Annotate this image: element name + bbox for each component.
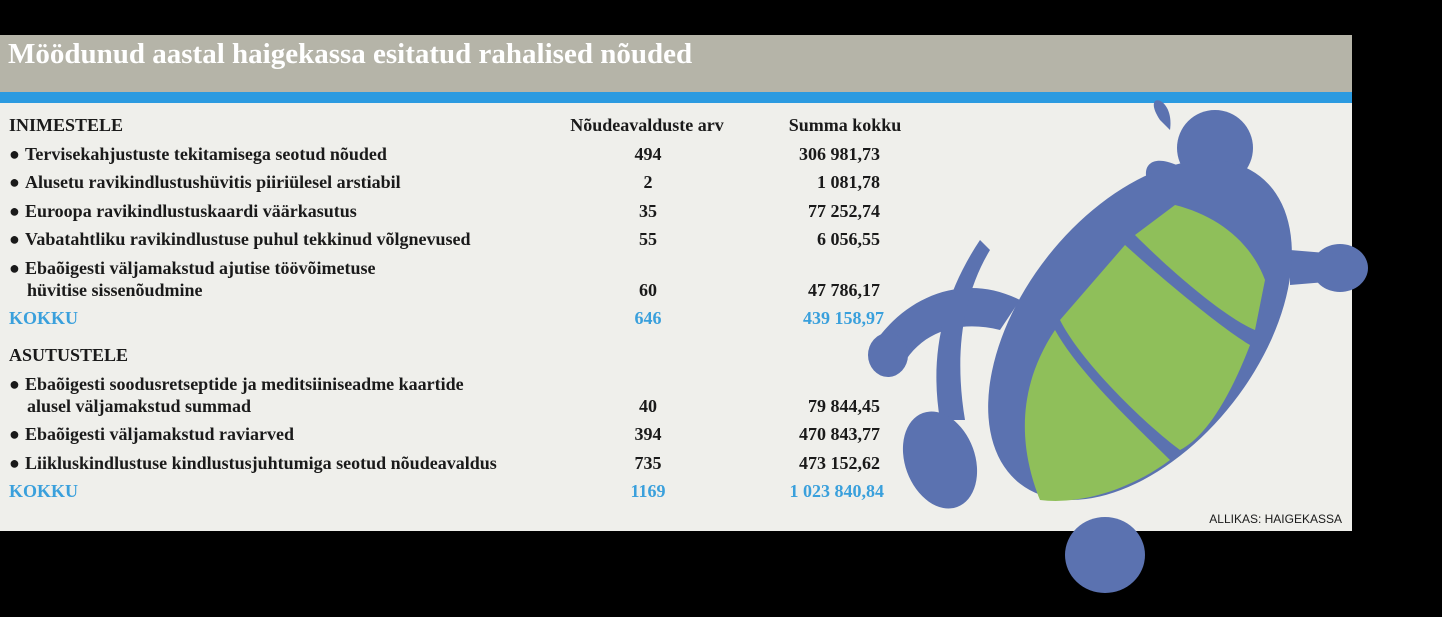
- bullet: ●: [9, 229, 20, 249]
- bullet: ●: [9, 424, 20, 444]
- row-label: Vabatahtliku ravikindlustuse puhul tekki…: [25, 229, 471, 249]
- section-heading: INIMESTELE: [9, 115, 124, 135]
- row-label: Ebaõigesti väljamakstud ajutise töövõime…: [25, 257, 376, 278]
- column-header: Nõudeavalduste arv: [570, 115, 724, 135]
- title: Möödunud aastal haigekassa esitatud raha…: [8, 38, 693, 70]
- total-sum: 1 023 840,84: [789, 481, 885, 501]
- row-label: alusel väljamakstud summad: [27, 395, 252, 416]
- section-heading: ASUTUSTELE: [9, 345, 129, 365]
- bullet: ●: [9, 452, 20, 473]
- bullet: ●: [9, 257, 20, 278]
- bullet: ●: [9, 143, 20, 164]
- total-label: KOKKU: [9, 308, 79, 328]
- source: ALLIKAS: HAIGEKASSA: [1209, 512, 1342, 526]
- count: 494: [634, 143, 662, 164]
- bullet: ●: [9, 373, 20, 394]
- total-count: 646: [634, 308, 662, 328]
- row-label: Ebaõigesti soodusretseptide ja meditsiin…: [25, 373, 464, 394]
- row-label: Liikluskindlustuse kindlustusjuhtumiga s…: [25, 452, 497, 473]
- count: 735: [634, 452, 662, 473]
- column-header: Summa kokku: [788, 115, 902, 135]
- bullet: ●: [9, 200, 20, 221]
- bullet: ●: [9, 172, 20, 192]
- sum: 1 081,78: [817, 172, 880, 192]
- row-label: hüvitise sissenõudmine: [27, 279, 203, 300]
- count: 55: [639, 229, 657, 249]
- sum: 6 056,55: [817, 229, 880, 249]
- count: 60: [639, 279, 657, 300]
- count: 394: [634, 424, 662, 444]
- sum: 77 252,74: [808, 200, 880, 221]
- row-label: Euroopa ravikindlustuskaardi väärkasutus: [25, 200, 357, 221]
- title-bar: [0, 35, 1352, 92]
- total-label: KOKKU: [9, 481, 79, 501]
- row-label: Tervisekahjustuste tekitamisega seotud n…: [25, 143, 387, 164]
- row-label: Alusetu ravikindlustushüvitis piiriülese…: [25, 172, 401, 192]
- sum: 470 843,77: [799, 424, 880, 444]
- sum: 306 981,73: [799, 143, 880, 164]
- count: 35: [639, 200, 657, 221]
- sum: 47 786,17: [808, 279, 880, 300]
- total-sum: 439 158,97: [803, 308, 884, 328]
- accent-stripe: [0, 92, 1352, 103]
- sum: 79 844,45: [808, 395, 880, 416]
- total-count: 1169: [630, 481, 666, 501]
- count: 40: [639, 395, 657, 416]
- row-label: Ebaõigesti väljamakstud raviarved: [25, 424, 295, 444]
- sum: 473 152,62: [799, 452, 880, 473]
- count: 2: [643, 172, 653, 192]
